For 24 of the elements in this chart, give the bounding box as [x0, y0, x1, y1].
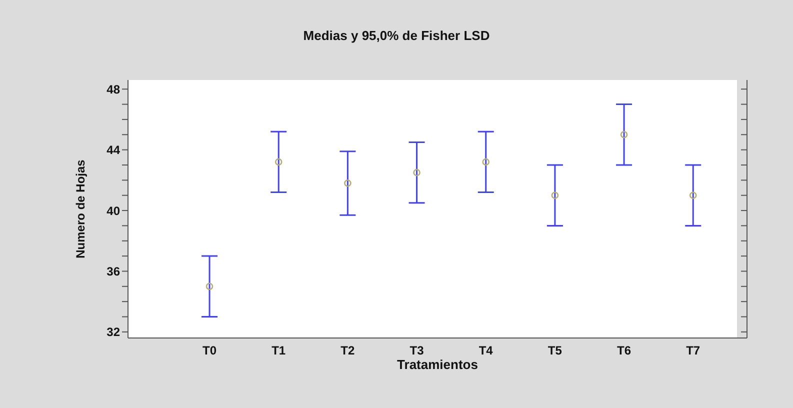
point [413, 168, 420, 176]
y-tick-label: 36 [106, 264, 120, 278]
x-axis-title: Tratamientos [397, 357, 478, 372]
y-axis-title: Numero de Hojas [73, 159, 88, 258]
point [206, 282, 214, 290]
point [344, 180, 352, 187]
x-tick-label: T1 [272, 344, 286, 358]
y-tick-label: 40 [106, 204, 120, 218]
x-tick-label: T5 [548, 344, 562, 358]
x-tick-label: T2 [340, 344, 356, 358]
y-tick-label: 44 [106, 143, 120, 158]
x-tick-label: T0 [202, 344, 217, 358]
point [274, 158, 282, 166]
y-tick-label: 48 [106, 82, 120, 96]
x-tick-label: T3 [410, 344, 424, 358]
x-tick-label: T7 [686, 344, 700, 358]
chart-title: Medias y 95,0% de Fisher LSD [302, 28, 491, 43]
x-tick-label: T6 [617, 344, 632, 358]
point [620, 130, 628, 138]
point [482, 158, 490, 166]
point [551, 192, 559, 199]
point [689, 192, 697, 199]
x-tick-label: T4 [478, 344, 494, 358]
y-tick-label: 32 [106, 325, 120, 340]
